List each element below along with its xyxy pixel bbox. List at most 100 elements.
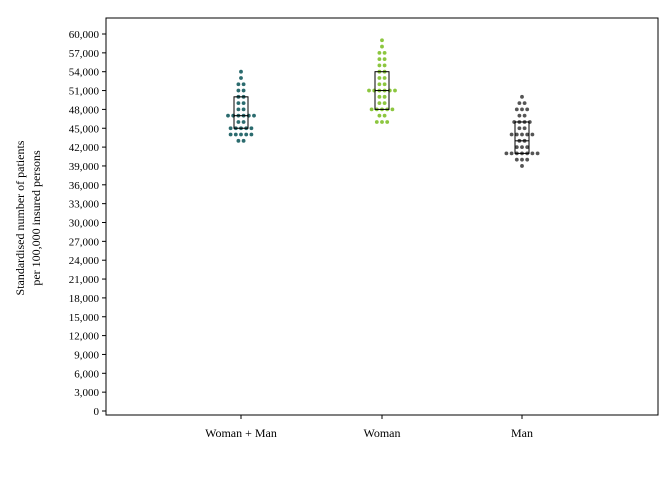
data-point: [525, 132, 530, 137]
y-tick-label: 24,000: [69, 255, 100, 267]
data-point: [522, 113, 527, 118]
data-point: [226, 113, 230, 118]
data-point: [514, 145, 519, 150]
y-tick-label: 0: [94, 406, 100, 418]
data-point: [241, 82, 246, 87]
y-axis-title-line-1: Standardised number of patients: [13, 140, 27, 295]
data-point: [382, 113, 387, 118]
series-layer: [226, 38, 540, 168]
data-point: [377, 76, 382, 80]
data-point: [390, 107, 395, 112]
data-point: [236, 107, 241, 112]
data-point: [525, 145, 530, 150]
y-tick-label: 9,000: [74, 349, 99, 361]
y-tick-label: 3,000: [74, 387, 99, 399]
data-point: [236, 82, 241, 87]
plot-frame: [105, 17, 659, 416]
data-point: [385, 120, 390, 124]
data-point: [241, 88, 246, 93]
data-point: [236, 88, 241, 93]
data-point: [377, 101, 382, 106]
x-category-label: Man: [511, 426, 533, 440]
data-point: [514, 107, 519, 112]
data-point: [377, 113, 382, 118]
data-point: [520, 107, 524, 112]
data-point: [520, 132, 524, 137]
y-tick-label: 42,000: [69, 142, 100, 154]
y-tick-label: 33,000: [69, 199, 100, 211]
data-point: [377, 82, 382, 87]
x-category-label: Woman + Man: [205, 426, 277, 440]
box-iqr: [233, 96, 249, 129]
x-axis: Woman + Man Woman Man: [205, 415, 533, 440]
data-point: [377, 50, 382, 55]
data-point: [522, 101, 527, 106]
y-axis-title-line-2: per 100,000 insured persons: [29, 150, 43, 286]
data-point: [244, 132, 249, 137]
data-point: [367, 88, 371, 93]
y-tick-label: 15,000: [69, 312, 100, 324]
data-point: [239, 132, 243, 137]
series-group: [367, 38, 397, 124]
y-tick-label: 18,000: [69, 293, 100, 305]
y-tick-label: 30,000: [69, 218, 100, 230]
data-point: [514, 157, 519, 162]
data-point: [241, 120, 246, 124]
data-point: [525, 107, 530, 112]
y-tick-label: 36,000: [69, 180, 100, 192]
data-point: [377, 57, 382, 62]
data-point: [382, 82, 387, 87]
y-axis: 0 3,000 6,000 9,000 12,000 15,000 18,000 21,000…: [69, 29, 106, 418]
data-point: [520, 94, 524, 99]
data-point: [517, 126, 522, 131]
data-point: [504, 151, 509, 156]
data-point: [530, 151, 535, 156]
box-iqr: [514, 121, 530, 154]
y-tick-label: 51,000: [69, 86, 100, 98]
data-point: [520, 157, 524, 162]
data-point: [382, 50, 387, 55]
data-point: [530, 132, 535, 137]
data-point: [241, 138, 246, 143]
data-point: [236, 138, 241, 143]
data-point: [239, 76, 243, 80]
y-tick-label: 27,000: [69, 236, 100, 248]
data-point: [535, 151, 540, 156]
data-point: [382, 76, 387, 80]
data-point: [514, 132, 519, 137]
data-point: [509, 132, 514, 137]
y-tick-label: 54,000: [69, 67, 100, 79]
y-tick-label: 48,000: [69, 104, 100, 116]
y-tick-label: 57,000: [69, 48, 100, 60]
data-point: [520, 145, 524, 150]
data-point: [522, 126, 527, 131]
data-point: [382, 63, 387, 68]
y-tick-label: 21,000: [69, 274, 100, 286]
data-point: [517, 113, 522, 118]
data-point: [517, 101, 522, 106]
data-point: [249, 132, 254, 137]
data-point: [509, 151, 514, 156]
data-point: [382, 57, 387, 62]
data-point: [380, 44, 384, 49]
data-point: [382, 94, 387, 99]
data-point: [393, 88, 397, 93]
data-point: [241, 101, 246, 106]
data-point: [377, 63, 382, 68]
x-category-label: Woman: [363, 426, 400, 440]
data-point: [236, 120, 241, 124]
data-point: [525, 157, 530, 162]
y-tick-label: 39,000: [69, 161, 100, 173]
data-point: [369, 107, 374, 112]
series-group: [226, 69, 256, 143]
data-point: [228, 132, 233, 137]
y-tick-label: 12,000: [69, 331, 100, 343]
series-group: [504, 94, 540, 168]
data-point: [228, 126, 233, 131]
y-tick-label: 6,000: [74, 368, 99, 380]
data-point: [236, 101, 241, 106]
data-point: [374, 120, 379, 124]
y-tick-label: 45,000: [69, 123, 100, 135]
data-point: [233, 132, 238, 137]
